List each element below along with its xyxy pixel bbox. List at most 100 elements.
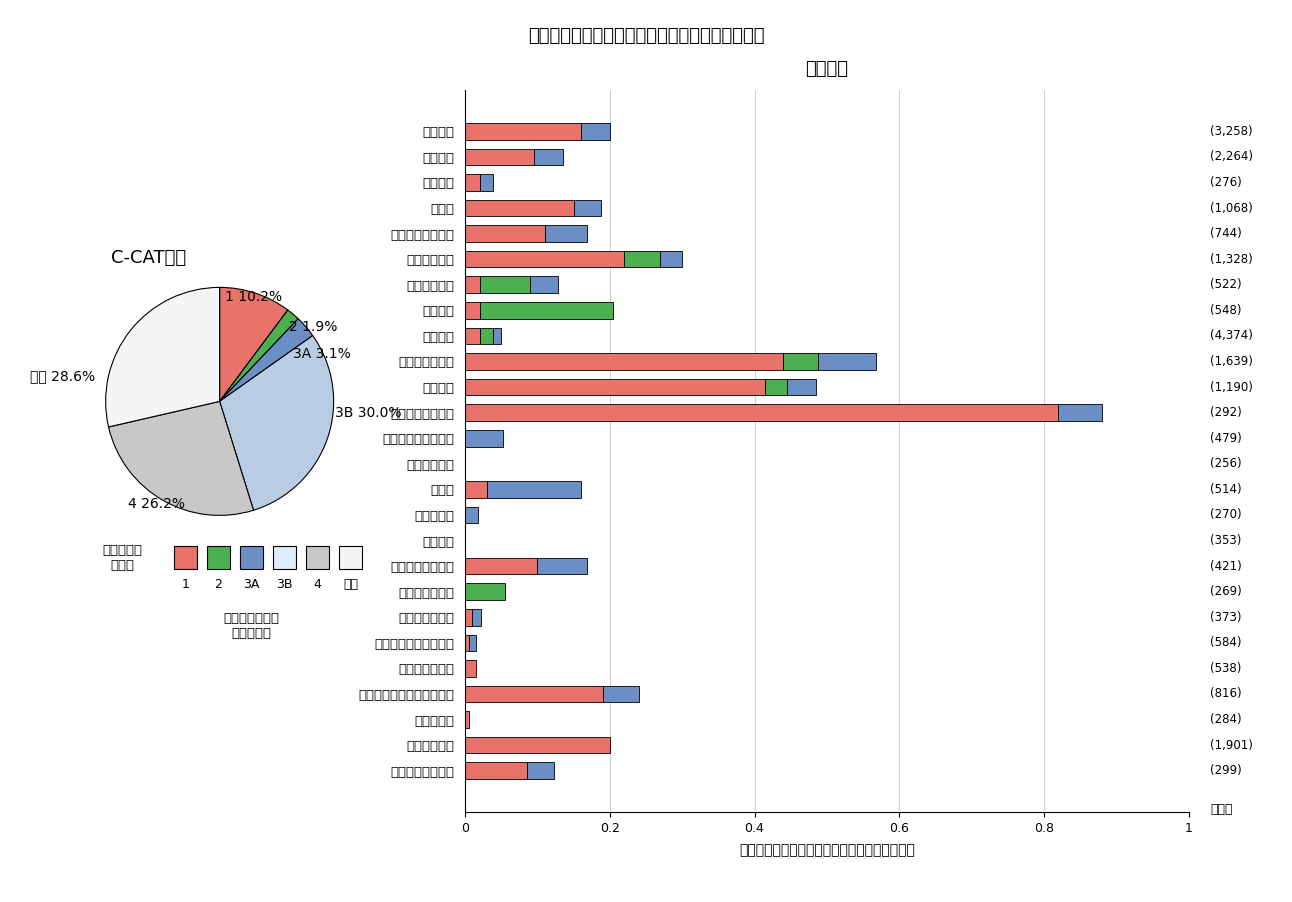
Bar	[469, 634, 475, 651]
Text: 治療標的となる
遺伝子異常: 治療標的となる 遺伝子異常	[224, 612, 279, 640]
Bar	[574, 199, 601, 216]
Bar	[465, 609, 473, 626]
Wedge shape	[109, 401, 253, 515]
Text: なし 28.6%: なし 28.6%	[30, 369, 94, 383]
Text: なし: なし	[344, 578, 358, 591]
Bar	[465, 762, 527, 779]
Text: 1 10.2%: 1 10.2%	[225, 290, 283, 303]
Bar	[465, 507, 478, 523]
Bar	[765, 379, 787, 395]
Bar	[537, 557, 587, 575]
Text: 3B: 3B	[276, 578, 293, 591]
Bar	[545, 226, 587, 242]
Bar	[465, 123, 581, 140]
Text: (256): (256)	[1211, 457, 1242, 470]
Bar	[465, 379, 765, 395]
Title: がん種別: がん種別	[805, 60, 849, 78]
Wedge shape	[220, 318, 313, 401]
Text: 2: 2	[214, 578, 222, 591]
Text: 4: 4	[314, 578, 322, 591]
Bar	[581, 123, 610, 140]
Text: (284): (284)	[1211, 713, 1242, 726]
Text: (816): (816)	[1211, 687, 1242, 701]
Bar	[465, 634, 469, 651]
Text: (514): (514)	[1211, 483, 1242, 496]
Bar	[465, 302, 479, 318]
Text: (270): (270)	[1211, 509, 1242, 521]
Wedge shape	[220, 336, 333, 511]
Bar	[487, 481, 581, 498]
Text: (548): (548)	[1211, 304, 1242, 317]
Text: (421): (421)	[1211, 559, 1242, 573]
Text: 治療薬の標的となるゲノム異常がある症例の割合: 治療薬の標的となるゲノム異常がある症例の割合	[527, 27, 765, 45]
Bar	[465, 404, 1058, 421]
Bar	[787, 379, 817, 395]
Bar	[465, 584, 505, 600]
Text: (373): (373)	[1211, 611, 1242, 624]
Bar	[783, 354, 818, 370]
Text: (2,264): (2,264)	[1211, 151, 1253, 163]
Bar	[527, 762, 554, 779]
Bar	[602, 686, 638, 703]
Bar	[465, 251, 624, 268]
Text: 3A: 3A	[243, 578, 260, 591]
Text: (744): (744)	[1211, 227, 1242, 240]
Text: (3,258): (3,258)	[1211, 124, 1253, 138]
Bar	[240, 547, 264, 569]
Bar	[465, 354, 783, 370]
Bar	[465, 276, 479, 293]
Bar	[492, 327, 501, 345]
Text: (353): (353)	[1211, 534, 1242, 547]
Text: (292): (292)	[1211, 406, 1242, 419]
Bar	[273, 547, 296, 569]
Bar	[306, 547, 329, 569]
Wedge shape	[220, 310, 298, 401]
Bar	[1058, 404, 1102, 421]
Bar	[479, 276, 530, 293]
Text: (1,639): (1,639)	[1211, 355, 1253, 368]
Text: 3A 3.1%: 3A 3.1%	[293, 346, 351, 361]
Bar	[465, 557, 537, 575]
Wedge shape	[220, 288, 288, 401]
Bar	[465, 430, 503, 446]
Bar	[534, 149, 563, 165]
Bar	[465, 686, 602, 703]
Bar	[479, 174, 492, 191]
Text: (276): (276)	[1211, 176, 1242, 189]
Text: エビデンス
レベル: エビデンス レベル	[103, 544, 142, 572]
Text: C-CAT全体: C-CAT全体	[111, 249, 186, 267]
Bar	[340, 547, 362, 569]
Bar	[465, 174, 479, 191]
Text: (1,190): (1,190)	[1211, 381, 1253, 393]
Bar	[818, 354, 876, 370]
Text: (4,374): (4,374)	[1211, 329, 1253, 343]
Bar	[465, 660, 475, 676]
Bar	[465, 737, 610, 753]
Text: (584): (584)	[1211, 636, 1242, 649]
Text: (1,068): (1,068)	[1211, 201, 1253, 215]
Bar	[479, 302, 614, 318]
Text: (522): (522)	[1211, 278, 1242, 291]
Bar	[174, 547, 196, 569]
Text: (299): (299)	[1211, 764, 1242, 778]
Bar	[465, 199, 574, 216]
Bar	[465, 711, 469, 728]
Text: 3B 30.0%: 3B 30.0%	[335, 406, 401, 419]
Bar	[530, 276, 558, 293]
Wedge shape	[106, 288, 220, 427]
X-axis label: 治療標的となる遺伝子異常を有する症例の割合: 治療標的となる遺伝子異常を有する症例の割合	[739, 842, 915, 857]
Bar	[465, 226, 545, 242]
Bar	[624, 251, 660, 268]
Bar	[479, 327, 492, 345]
Text: (538): (538)	[1211, 662, 1242, 675]
Text: (479): (479)	[1211, 432, 1242, 445]
Bar	[473, 609, 481, 626]
Text: (1,328): (1,328)	[1211, 253, 1253, 266]
Text: 2 1.9%: 2 1.9%	[289, 320, 337, 335]
Text: 1: 1	[181, 578, 190, 591]
Text: 4 26.2%: 4 26.2%	[128, 497, 186, 511]
Text: (269): (269)	[1211, 585, 1242, 598]
Text: 症例数: 症例数	[1211, 803, 1233, 815]
Bar	[207, 547, 230, 569]
Bar	[465, 327, 479, 345]
